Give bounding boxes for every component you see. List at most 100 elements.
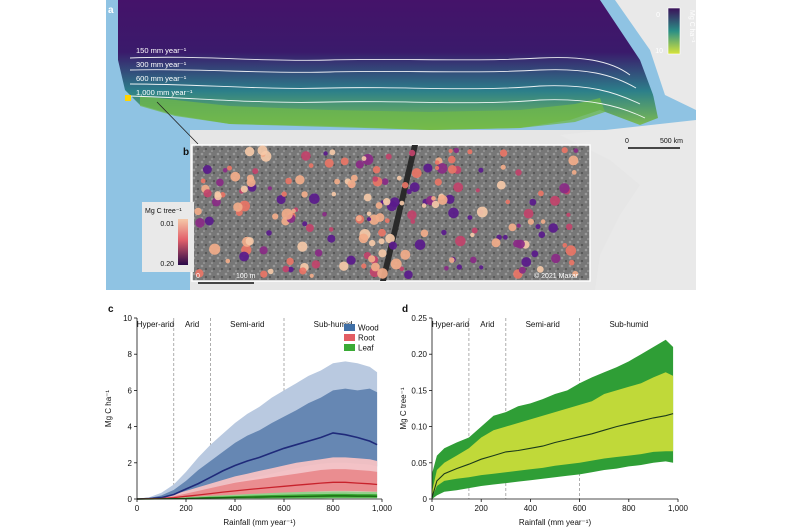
- tree-crown: [409, 182, 420, 193]
- scalebar-a-start: 0: [625, 138, 629, 145]
- x-tick-label: 800: [622, 504, 636, 513]
- x-tick-label: 0: [135, 504, 140, 513]
- tree-crown: [431, 200, 440, 209]
- chart-bands: [432, 339, 674, 499]
- zone-label: Sub-humid: [314, 320, 353, 329]
- tree-crown: [448, 148, 453, 154]
- zoom-line: [156, 101, 199, 145]
- tree-crown: [245, 237, 254, 246]
- panel-c-label: c: [108, 304, 114, 315]
- tree-crown: [216, 178, 224, 187]
- tree-crown: [566, 223, 573, 230]
- tree-crown: [475, 188, 480, 193]
- tree-crown: [540, 219, 546, 224]
- chart-lines: [136, 432, 378, 500]
- tree-crown: [566, 212, 571, 217]
- scalebar-a-end: 500 km: [660, 138, 683, 145]
- uncertainty-band: [137, 469, 378, 499]
- tree-crown: [404, 270, 413, 280]
- isohyet-lines: [129, 56, 646, 119]
- y-tick-label: 0.20: [411, 350, 427, 359]
- isohyet-150: [129, 56, 631, 76]
- x-tick-label: 200: [475, 504, 489, 513]
- tree-crown: [561, 147, 568, 154]
- tree-crown: [434, 160, 440, 165]
- colorbar-b-min: 0.01: [160, 221, 174, 228]
- tree-crown: [444, 266, 449, 271]
- zoom-connector: [125, 95, 199, 145]
- tree-crown: [518, 266, 526, 274]
- tree-crown: [434, 178, 442, 186]
- tree-crown: [383, 198, 391, 206]
- chart-bands: [137, 361, 378, 499]
- panel-b-inset: b Mg C tree⁻¹ 0.01 0.20 0 100 m © 2021 M…: [142, 144, 591, 284]
- tree-crown: [515, 239, 525, 249]
- tree-crown: [478, 167, 484, 173]
- x-tick-label: 600: [277, 504, 291, 513]
- x-axis-label: Rainfall (mm year⁻¹): [223, 518, 296, 527]
- tree-crown: [301, 191, 308, 198]
- tree-crown: [456, 264, 462, 270]
- tree-crown: [272, 213, 279, 220]
- scalebar-b-end: 100 m: [236, 273, 256, 280]
- tree-crown: [331, 191, 337, 197]
- tree-crown: [281, 208, 293, 220]
- tree-crown: [385, 153, 392, 160]
- tree-crown: [340, 157, 349, 166]
- tree-crown: [225, 258, 231, 264]
- tree-crown: [516, 223, 521, 228]
- tree-crown: [573, 148, 579, 153]
- tree-crown: [260, 270, 268, 278]
- tree-crown: [436, 163, 448, 174]
- zoom-marker: [125, 95, 131, 101]
- tree-crown: [200, 178, 206, 184]
- y-tick-label: 10: [123, 314, 132, 323]
- tree-crown: [287, 266, 294, 273]
- x-tick-label: 0: [430, 504, 435, 513]
- x-tick-label: 400: [524, 504, 538, 513]
- tree-crown: [355, 160, 364, 169]
- legend-label: Wood: [358, 324, 379, 333]
- uncertainty-band: [432, 372, 674, 498]
- tree-crown: [447, 165, 457, 174]
- tree-crown: [378, 228, 386, 237]
- tree-crown: [358, 233, 369, 244]
- tree-crown: [323, 151, 328, 156]
- tree-crown: [568, 259, 575, 266]
- tree-crown: [435, 165, 440, 171]
- tree-crown: [407, 210, 417, 220]
- tree-crown: [301, 151, 311, 161]
- tree-crown: [356, 215, 362, 222]
- zone-dividers: Hyper-arid Arid Semi-arid Sub-humid: [137, 318, 353, 499]
- tree-crown: [375, 202, 383, 209]
- legend-label: Root: [358, 334, 376, 343]
- isohyet-label-1000: 1,000 mm year⁻¹: [136, 88, 193, 97]
- y-tick-label: 2: [128, 459, 133, 468]
- legend-label: Leaf: [358, 344, 374, 353]
- tree-crown: [523, 208, 534, 219]
- colorbar-a: 0 10 Mg C ha⁻¹: [655, 7, 695, 55]
- tree-crown: [476, 206, 488, 218]
- tree-crown: [536, 266, 544, 273]
- tree-crown: [214, 191, 221, 198]
- tree-crown: [470, 232, 475, 238]
- tree-crown: [551, 253, 561, 264]
- isohyet-600: [129, 83, 641, 105]
- y-tick-label: 0.10: [411, 423, 427, 432]
- tree-crown: [308, 163, 314, 169]
- tree-crown: [324, 158, 334, 168]
- tree-crown: [366, 217, 372, 222]
- tree-crown: [375, 213, 385, 222]
- panel-b-label: b: [183, 147, 189, 158]
- y-tick-label: 0.05: [411, 459, 427, 468]
- tree-crown: [508, 223, 517, 232]
- y-tick-label: 0: [128, 495, 133, 504]
- tree-crown: [347, 180, 356, 189]
- tree-crown: [350, 174, 358, 182]
- tree-crown: [455, 235, 466, 247]
- tree-crown: [448, 207, 459, 219]
- tree-crown: [538, 231, 546, 238]
- tree-crown: [423, 163, 433, 173]
- tree-crown: [388, 241, 398, 250]
